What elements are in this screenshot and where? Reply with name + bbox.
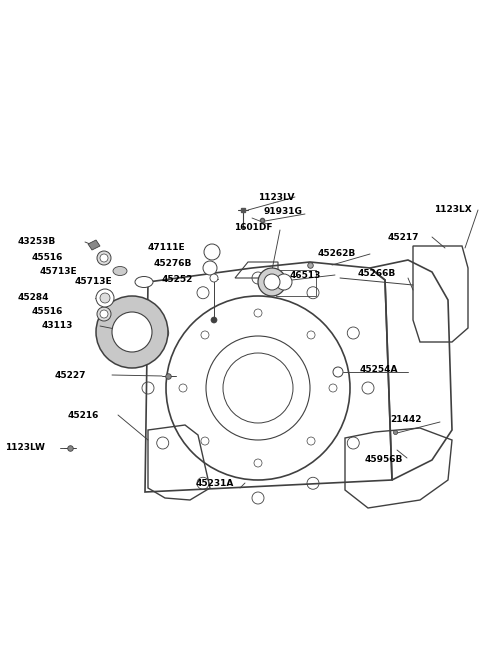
Circle shape [97, 251, 111, 265]
Polygon shape [88, 240, 100, 250]
Text: 45266B: 45266B [358, 270, 396, 279]
Text: 45262B: 45262B [318, 249, 356, 258]
Circle shape [100, 310, 108, 318]
Text: 45254A: 45254A [360, 365, 398, 375]
Circle shape [210, 274, 218, 282]
Text: 46513: 46513 [290, 270, 322, 279]
Text: 45276B: 45276B [154, 260, 192, 268]
Text: 91931G: 91931G [263, 207, 302, 216]
Circle shape [211, 317, 217, 323]
Circle shape [333, 367, 343, 377]
Text: 45252: 45252 [162, 274, 193, 283]
Circle shape [96, 296, 168, 368]
Text: 43253B: 43253B [18, 237, 56, 247]
Text: 21442: 21442 [390, 415, 421, 424]
Text: 1123LW: 1123LW [5, 443, 45, 453]
Text: 45227: 45227 [55, 371, 86, 380]
Ellipse shape [135, 276, 153, 287]
Text: 45284: 45284 [18, 293, 49, 302]
Circle shape [204, 244, 220, 260]
Circle shape [100, 254, 108, 262]
Text: 45956B: 45956B [365, 455, 403, 464]
Circle shape [276, 274, 292, 290]
Circle shape [203, 261, 217, 275]
Circle shape [112, 312, 152, 352]
Text: 45713E: 45713E [75, 276, 113, 285]
Text: 45516: 45516 [32, 308, 63, 316]
Text: 43113: 43113 [42, 321, 73, 331]
Text: 1123LV: 1123LV [258, 192, 295, 201]
Ellipse shape [113, 266, 127, 276]
Circle shape [97, 307, 111, 321]
Text: 47111E: 47111E [148, 243, 186, 253]
Text: 45516: 45516 [32, 253, 63, 262]
Text: 45216: 45216 [68, 411, 99, 419]
Circle shape [258, 268, 286, 296]
Circle shape [264, 274, 280, 290]
Circle shape [100, 293, 110, 303]
Circle shape [96, 289, 114, 307]
Text: 1601DF: 1601DF [234, 224, 273, 232]
Text: 45217: 45217 [388, 232, 420, 241]
Text: 45713E: 45713E [40, 268, 78, 276]
Text: 45231A: 45231A [196, 478, 234, 487]
Text: 1123LX: 1123LX [434, 205, 472, 213]
